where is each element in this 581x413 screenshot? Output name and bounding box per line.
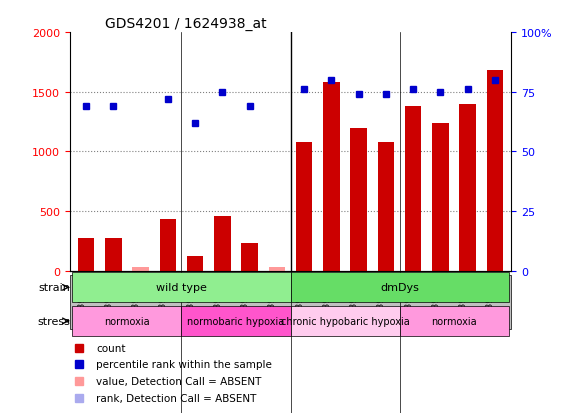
Bar bbox=[323, 83, 339, 271]
Bar bbox=[105, 239, 121, 271]
Text: stress: stress bbox=[37, 316, 70, 326]
Text: wild type: wild type bbox=[156, 282, 207, 293]
Text: value, Detection Call = ABSENT: value, Detection Call = ABSENT bbox=[96, 376, 261, 386]
Bar bbox=[214, 216, 231, 271]
Bar bbox=[78, 239, 94, 271]
Text: GDS4201 / 1624938_at: GDS4201 / 1624938_at bbox=[105, 17, 267, 31]
Bar bbox=[460, 104, 476, 271]
Text: normoxia: normoxia bbox=[104, 316, 150, 326]
FancyBboxPatch shape bbox=[290, 306, 400, 336]
Text: strain: strain bbox=[38, 282, 70, 293]
Bar bbox=[187, 256, 203, 271]
Bar bbox=[268, 267, 285, 271]
Text: normobaric hypoxia: normobaric hypoxia bbox=[187, 316, 285, 326]
FancyBboxPatch shape bbox=[290, 273, 508, 303]
Bar bbox=[160, 220, 176, 271]
FancyBboxPatch shape bbox=[400, 306, 508, 336]
Text: dmDys: dmDys bbox=[380, 282, 419, 293]
Bar bbox=[132, 267, 149, 271]
Bar bbox=[296, 142, 313, 271]
Bar bbox=[350, 128, 367, 271]
FancyBboxPatch shape bbox=[181, 306, 290, 336]
Text: rank, Detection Call = ABSENT: rank, Detection Call = ABSENT bbox=[96, 393, 257, 403]
Text: count: count bbox=[96, 343, 125, 353]
Text: chronic hypobaric hypoxia: chronic hypobaric hypoxia bbox=[281, 316, 410, 326]
Bar bbox=[487, 71, 503, 271]
Bar bbox=[242, 244, 258, 271]
Bar bbox=[378, 142, 394, 271]
FancyBboxPatch shape bbox=[73, 273, 290, 303]
Text: percentile rank within the sample: percentile rank within the sample bbox=[96, 360, 272, 370]
Text: normoxia: normoxia bbox=[431, 316, 477, 326]
Bar bbox=[432, 123, 449, 271]
FancyBboxPatch shape bbox=[73, 306, 181, 336]
Bar bbox=[405, 107, 421, 271]
